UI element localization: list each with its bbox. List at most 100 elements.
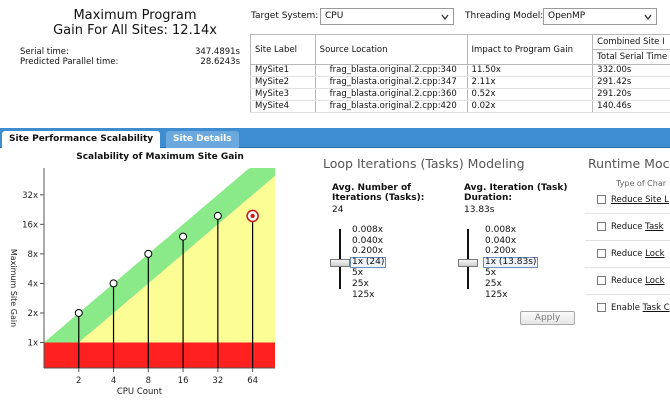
x-tick-label: 64 [247, 376, 258, 386]
threading-model-select[interactable]: OpenMP [543, 8, 657, 25]
runtime-option-label: Enable [611, 303, 643, 313]
iterations-option[interactable]: 1x (24) [350, 257, 387, 269]
duration-slider-handle[interactable] [458, 259, 478, 267]
total-serial-time-cell: 291.20s [592, 88, 670, 101]
iterations-slider-handle[interactable] [330, 259, 350, 267]
duration-option[interactable]: 1x (13.83s) [483, 257, 539, 269]
duration-option[interactable]: 25x [485, 278, 502, 289]
site-label-cell: MySite2 [250, 76, 316, 89]
serial-time-label: Serial time: [20, 47, 69, 57]
target-system-select[interactable]: CPU [320, 8, 454, 25]
avg-iterations-value: 24 [332, 205, 344, 215]
runtime-separator [585, 213, 670, 214]
iterations-option[interactable]: 0.008x [352, 225, 384, 235]
iterations-option[interactable]: 25x [352, 278, 369, 289]
y-tick-label: 8x [28, 250, 38, 260]
site-label-cell: MySite3 [250, 88, 316, 101]
source-location-cell: frag_blasta.original.2.cpp:420 [314, 100, 468, 113]
source-location-cell: frag_blasta.original.2.cpp:360 [314, 88, 468, 101]
parallel-time-label: Predicted Parallel time: [20, 57, 119, 67]
runtime-option-link[interactable]: Lock [645, 276, 665, 286]
total-serial-time-cell: 332.00s [592, 64, 670, 77]
y-tick-label: 16x [22, 220, 38, 230]
table-row[interactable]: MySite4 frag_blasta.original.2.cpp:420 0… [250, 100, 670, 113]
runtime-option-link[interactable]: Lock [645, 249, 665, 259]
iterations-option[interactable]: 0.200x [352, 246, 384, 257]
column-header-combined-site[interactable]: Combined Site I [592, 34, 670, 50]
impact-cell: 2.11x [466, 76, 594, 89]
runtime-option-label: Reduce [611, 249, 646, 259]
tab-site-details[interactable]: Site Details [166, 131, 239, 148]
runtime-option-checkbox[interactable] [597, 249, 606, 258]
runtime-option[interactable]: Reduce Lock [597, 276, 665, 286]
duration-option[interactable]: 5x [485, 268, 497, 279]
impact-cell: 0.52x [466, 88, 594, 101]
selected-data-point-center [250, 213, 255, 219]
target-system-label: Target System: [251, 11, 319, 21]
table-row[interactable]: MySite1 frag_blasta.original.2.cpp:340 1… [250, 64, 670, 77]
runtime-option[interactable]: Reduce Task [597, 222, 664, 232]
runtime-modeling-title: Runtime Moc [588, 156, 670, 171]
duration-option[interactable]: 0.200x [485, 246, 517, 257]
duration-option[interactable]: 125x [485, 289, 508, 300]
runtime-option-checkbox[interactable] [597, 303, 606, 312]
program-gain-title-line1: Maximum Program [73, 8, 197, 23]
y-tick-label: 2x [28, 309, 38, 319]
x-tick-label: 8 [146, 376, 151, 386]
iterations-slider-options: 0.008x 0.040x 0.200x 1x (24) 5x 25x 125x [350, 225, 387, 300]
runtime-option-checkbox[interactable] [597, 222, 606, 231]
runtime-option[interactable]: Reduce Lock [597, 249, 665, 259]
iterations-option[interactable]: 125x [352, 289, 375, 300]
parallel-time-row: Predicted Parallel time: 28.6243s [20, 57, 240, 67]
parallel-time-value: 28.6243s [200, 57, 240, 67]
table-row[interactable]: MySite2 frag_blasta.original.2.cpp:347 2… [250, 76, 670, 89]
runtime-separator [585, 240, 670, 241]
runtime-option-checkbox[interactable] [597, 195, 606, 204]
column-header-impact[interactable]: Impact to Program Gain [466, 34, 594, 65]
runtime-separator [585, 267, 670, 268]
x-tick-label: 32 [212, 376, 223, 386]
runtime-option-label: Reduce [611, 222, 646, 232]
program-gain-title: Maximum Program Gain For All Sites: 12.1… [40, 8, 230, 38]
sites-table: Site Label Source Location Impact to Pro… [250, 34, 670, 113]
runtime-option-checkbox[interactable] [597, 276, 606, 285]
impact-cell: 0.02x [466, 100, 594, 113]
duration-option[interactable]: 0.008x [485, 225, 517, 235]
x-tick-label: 16 [178, 376, 189, 386]
runtime-option[interactable]: Enable Task C [597, 303, 670, 313]
total-serial-time-cell: 291.42s [592, 76, 670, 89]
runtime-option-link[interactable]: Task C [642, 303, 670, 313]
x-axis-label: CPU Count [117, 387, 163, 397]
column-header-site-label[interactable]: Site Label [250, 34, 316, 65]
source-location-cell: frag_blasta.original.2.cpp:347 [314, 76, 468, 89]
column-header-source-location[interactable]: Source Location [314, 34, 468, 65]
avg-iterations-title: Avg. Number of Iterations (Tasks): [332, 183, 425, 203]
program-gain-title-line2: Gain For All Sites: 12.14x [53, 23, 217, 38]
iterations-option[interactable]: 0.040x [352, 235, 384, 246]
loop-modeling-title: Loop Iterations (Tasks) Modeling [323, 156, 525, 171]
threading-model-label: Threading Model: [465, 11, 544, 21]
column-header-total-serial-time[interactable]: Total Serial Time [592, 49, 670, 65]
y-tick-label: 32x [22, 191, 38, 201]
iterations-option[interactable]: 5x [352, 268, 364, 279]
apply-button[interactable]: Apply [520, 311, 575, 325]
site-label-cell: MySite4 [250, 100, 316, 113]
duration-option[interactable]: 0.040x [485, 235, 517, 246]
runtime-option[interactable]: Reduce Site L [597, 195, 669, 205]
runtime-option-link[interactable]: Reduce Site L [611, 195, 669, 205]
x-tick-label: 4 [111, 376, 116, 386]
chevron-down-icon [441, 14, 449, 21]
data-point [144, 249, 153, 258]
tab-site-performance-scalability[interactable]: Site Performance Scalability [2, 131, 161, 148]
runtime-option-label: Reduce [611, 276, 646, 286]
duration-slider-options: 0.008x 0.040x 0.200x 1x (13.83s) 5x 25x 125x [483, 225, 539, 300]
scalability-chart: 1x 2x 4x 8x 16x 32x 2 4 8 16 32 64 CPU Count Maximum … [9, 168, 275, 397]
chart-title: Scalability of Maximum Site Gain [76, 152, 244, 162]
data-point [179, 232, 188, 241]
data-point [109, 279, 118, 288]
data-point [74, 308, 83, 317]
source-location-cell: frag_blasta.original.2.cpp:340 [314, 64, 468, 77]
y-axis-label: Maximum Site Gain [9, 249, 18, 327]
runtime-option-link[interactable]: Task [645, 222, 664, 232]
table-row[interactable]: MySite3 frag_blasta.original.2.cpp:360 0… [250, 88, 670, 101]
